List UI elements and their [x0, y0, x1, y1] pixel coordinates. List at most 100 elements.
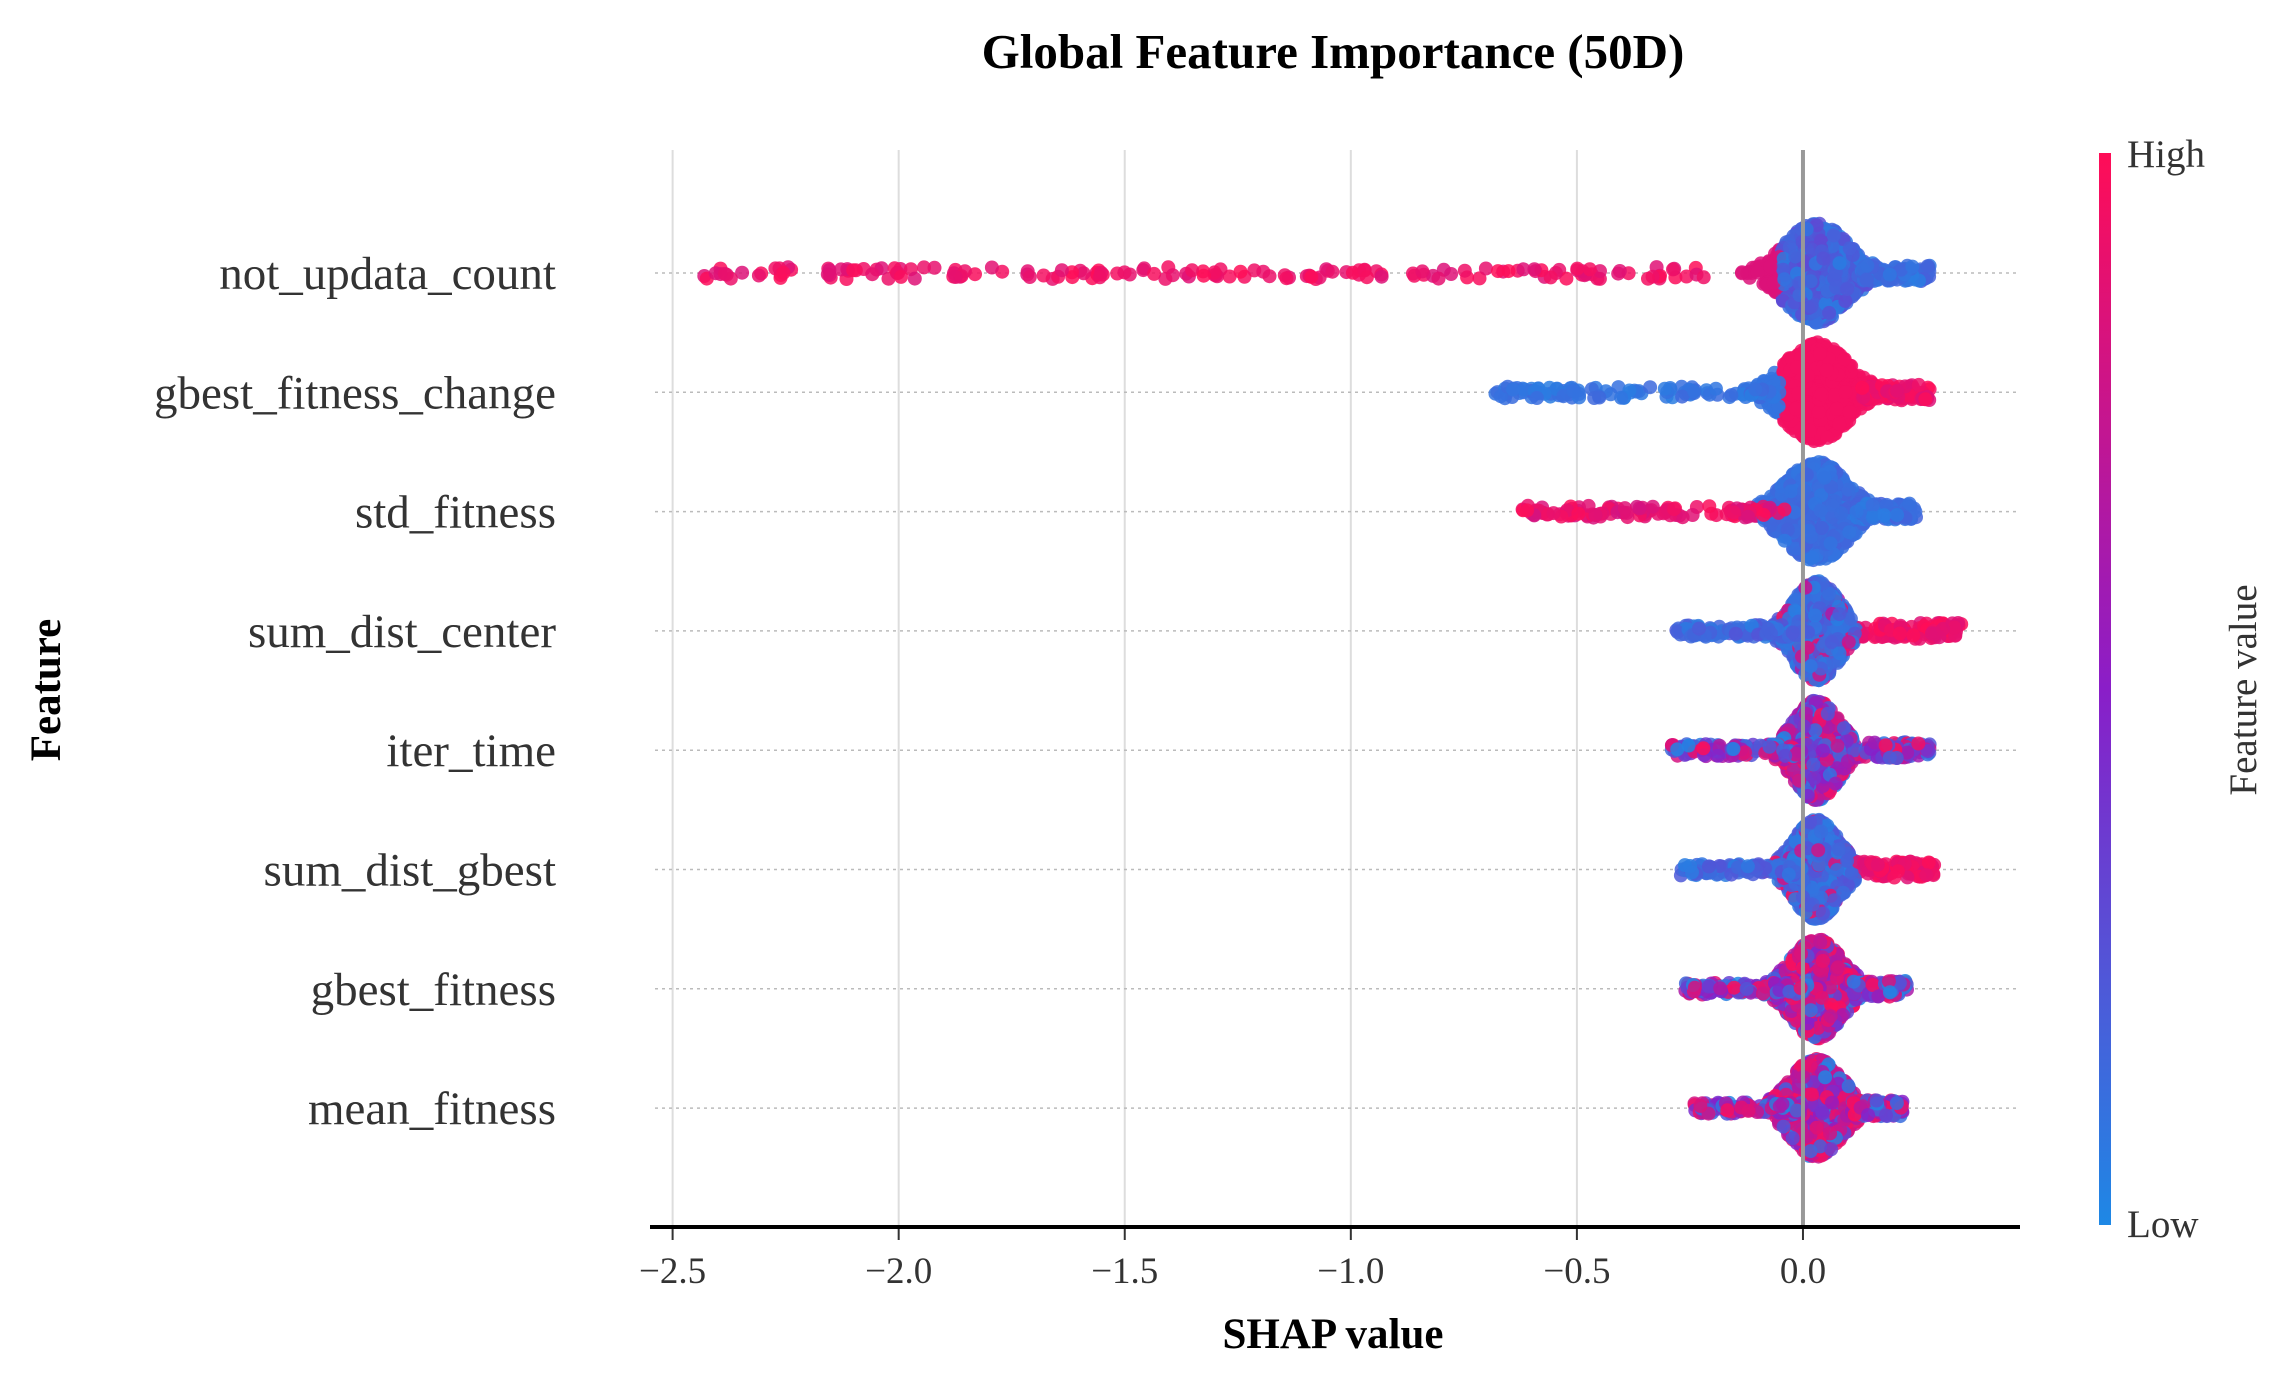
shap-point [1918, 392, 1933, 407]
shap-point [1279, 271, 1294, 286]
shap-point [1832, 256, 1847, 271]
shap-point [1805, 550, 1820, 565]
shap-point [1696, 270, 1711, 285]
shap-point [1855, 380, 1870, 395]
shap-point [907, 271, 922, 286]
shap-point [1860, 258, 1875, 273]
shap-point [1092, 270, 1107, 285]
shap-point [1838, 294, 1853, 309]
shap-point [1582, 262, 1597, 277]
shap-point [1832, 607, 1847, 622]
shap-point [1920, 259, 1935, 274]
shap-point [1814, 387, 1829, 402]
shap-point [1431, 271, 1446, 286]
shap-point [1817, 470, 1832, 485]
shap-point [1054, 263, 1069, 278]
shap-point [776, 265, 791, 280]
shap-point [1841, 635, 1856, 650]
shap-point [1687, 384, 1702, 399]
shap-point [1529, 391, 1544, 405]
shap-point [1798, 580, 1813, 595]
shap-point [1819, 363, 1834, 378]
feature-points-not_updata_count [697, 216, 1937, 330]
points-layer [697, 216, 1969, 1164]
shap-point [1735, 265, 1749, 280]
shap-point [1675, 389, 1690, 404]
shap-point [1345, 265, 1360, 280]
shap-point [948, 270, 963, 284]
shap-point [1811, 405, 1826, 420]
shap-point [1724, 388, 1739, 403]
shap-point [1325, 264, 1340, 279]
shap-point [1667, 502, 1682, 517]
shap-point [1865, 498, 1880, 513]
shap-point [751, 268, 766, 283]
shap-point [1826, 228, 1841, 243]
shap-point [1816, 251, 1831, 266]
shap-point [1708, 381, 1723, 396]
shap-point [1506, 382, 1520, 397]
shap-point [1543, 270, 1558, 285]
shap-point [1750, 265, 1765, 280]
shap-point [1788, 401, 1803, 416]
shap-point [717, 266, 732, 281]
shap-point [1837, 352, 1852, 367]
shap-point [1785, 625, 1800, 640]
shap-point [1788, 249, 1803, 264]
shap-point [1892, 626, 1907, 641]
shap-point [1643, 380, 1658, 395]
shap-point [1829, 401, 1844, 416]
shap-point [1415, 264, 1430, 279]
shap-point [1457, 263, 1472, 278]
shap-point [1803, 659, 1818, 674]
shap-point [1657, 381, 1672, 396]
shap-point [1692, 621, 1706, 636]
shap-point [1645, 499, 1660, 514]
shap-point [1685, 508, 1700, 522]
shap-point [1196, 268, 1211, 283]
shap-point [1641, 271, 1655, 286]
shap-point [1823, 536, 1838, 551]
shap-point [865, 267, 880, 282]
shap-point [894, 269, 908, 284]
shap-point [1877, 508, 1892, 523]
shap-point [1763, 259, 1778, 274]
shap-point [1882, 267, 1897, 282]
shap-point [1516, 262, 1531, 277]
shap-point [1570, 261, 1585, 276]
shap-point [1911, 377, 1926, 392]
shap-point [1803, 529, 1818, 544]
shap-point [1814, 521, 1829, 535]
shap-point [1774, 487, 1789, 502]
shap-point [1842, 241, 1857, 256]
shap-point [1741, 509, 1756, 524]
shap-point [1808, 608, 1823, 623]
shap-point [1632, 501, 1647, 516]
shap-point [1748, 382, 1763, 397]
shap-point [1838, 385, 1853, 400]
shap-point [1840, 282, 1855, 297]
shap-point [822, 268, 837, 282]
shap-point [984, 260, 999, 275]
shap-point [1304, 269, 1319, 284]
shap-point [1761, 621, 1776, 636]
shap-point [1611, 266, 1626, 281]
shap-point [1571, 506, 1586, 521]
shap-point [1617, 501, 1632, 516]
shap-point [1491, 264, 1505, 279]
shap-point [1036, 268, 1051, 283]
shap-point [1832, 646, 1847, 661]
shap-point [1702, 499, 1717, 514]
chart-title: Global Feature Importance (50D) [982, 24, 1685, 79]
shap-point [1666, 262, 1680, 277]
shap-point [1842, 525, 1857, 540]
shap-point [1832, 416, 1847, 431]
shap-point [1822, 305, 1837, 320]
shap-point [1478, 261, 1493, 276]
shap-point [1572, 386, 1587, 401]
shap-point [1359, 270, 1374, 285]
shap-point [1756, 507, 1771, 522]
grid-layer [671, 150, 1804, 1225]
shap-point [1834, 506, 1849, 521]
shap-point [1936, 621, 1951, 636]
